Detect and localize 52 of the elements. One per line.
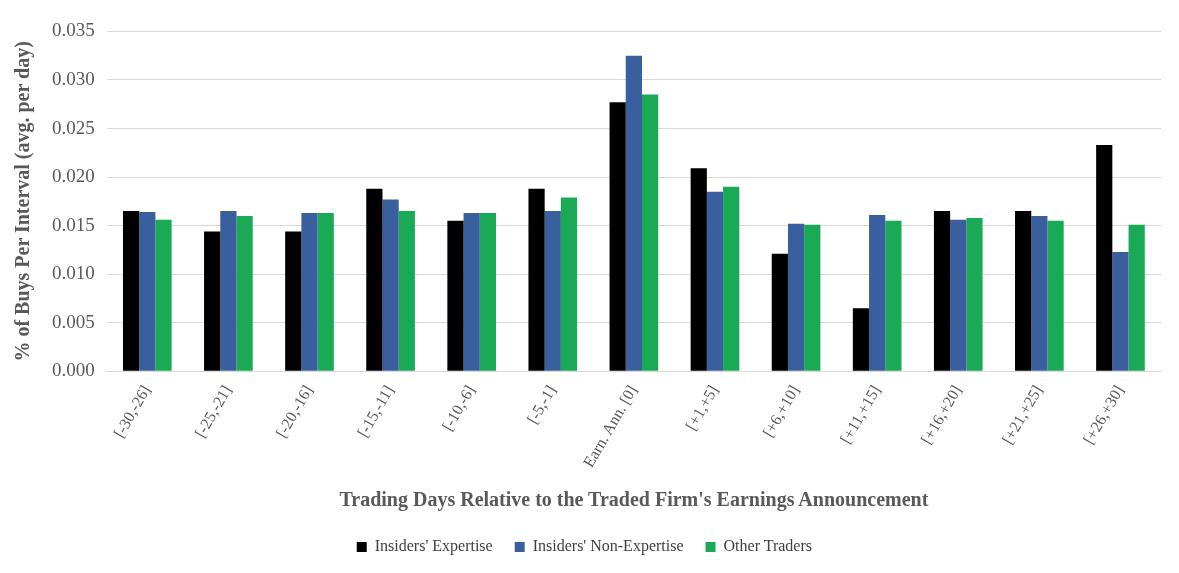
y-tick-label: 0.025	[52, 116, 95, 138]
bar	[852, 308, 870, 371]
y-tick-label: 0.020	[52, 165, 95, 187]
bar	[625, 55, 642, 371]
bar	[1112, 251, 1129, 371]
bar	[1096, 145, 1113, 371]
bar	[933, 211, 951, 371]
bar	[706, 191, 724, 371]
legend-label: Insiders' Non-Expertise	[532, 537, 684, 556]
bar	[301, 213, 318, 371]
bar	[1128, 224, 1145, 371]
bar	[122, 211, 140, 371]
bar	[690, 168, 707, 371]
y-tick-label: 0.035	[52, 19, 95, 41]
bar	[479, 213, 497, 371]
y-tick-label: 0.010	[52, 262, 95, 284]
bar	[966, 217, 983, 371]
bar	[950, 219, 967, 371]
bar	[1047, 220, 1064, 371]
bar	[560, 197, 578, 371]
bar	[641, 94, 659, 371]
y-tick-label: 0.000	[52, 359, 95, 381]
bar	[885, 220, 902, 371]
bar	[1031, 215, 1048, 371]
bar	[285, 231, 302, 371]
bar	[544, 211, 561, 371]
bar	[317, 213, 334, 371]
y-axis-title: % of Buys Per Interval (avg. per day)	[11, 41, 35, 362]
bar	[1015, 211, 1032, 371]
legend-label: Other Traders	[723, 537, 812, 555]
bar	[398, 211, 415, 371]
bar	[787, 223, 805, 371]
y-tick-label: 0.005	[52, 310, 95, 332]
legend-label: Insiders' Expertise	[374, 537, 493, 556]
bar	[447, 220, 464, 371]
bar	[155, 219, 172, 371]
bar	[463, 213, 480, 371]
bar	[609, 102, 626, 371]
bar	[869, 214, 886, 371]
x-axis-title: Trading Days Relative to the Traded Firm's Earnings Announcement	[339, 488, 929, 512]
bar	[204, 231, 221, 371]
bar	[220, 211, 237, 371]
bar	[804, 224, 821, 371]
bar	[236, 215, 253, 371]
bar	[528, 188, 545, 371]
bar	[382, 199, 399, 371]
bar	[771, 253, 788, 371]
y-tick-label: 0.015	[52, 213, 95, 235]
y-tick-label: 0.030	[52, 67, 95, 89]
bar	[139, 212, 156, 371]
bar	[366, 188, 383, 371]
bar	[723, 186, 740, 371]
